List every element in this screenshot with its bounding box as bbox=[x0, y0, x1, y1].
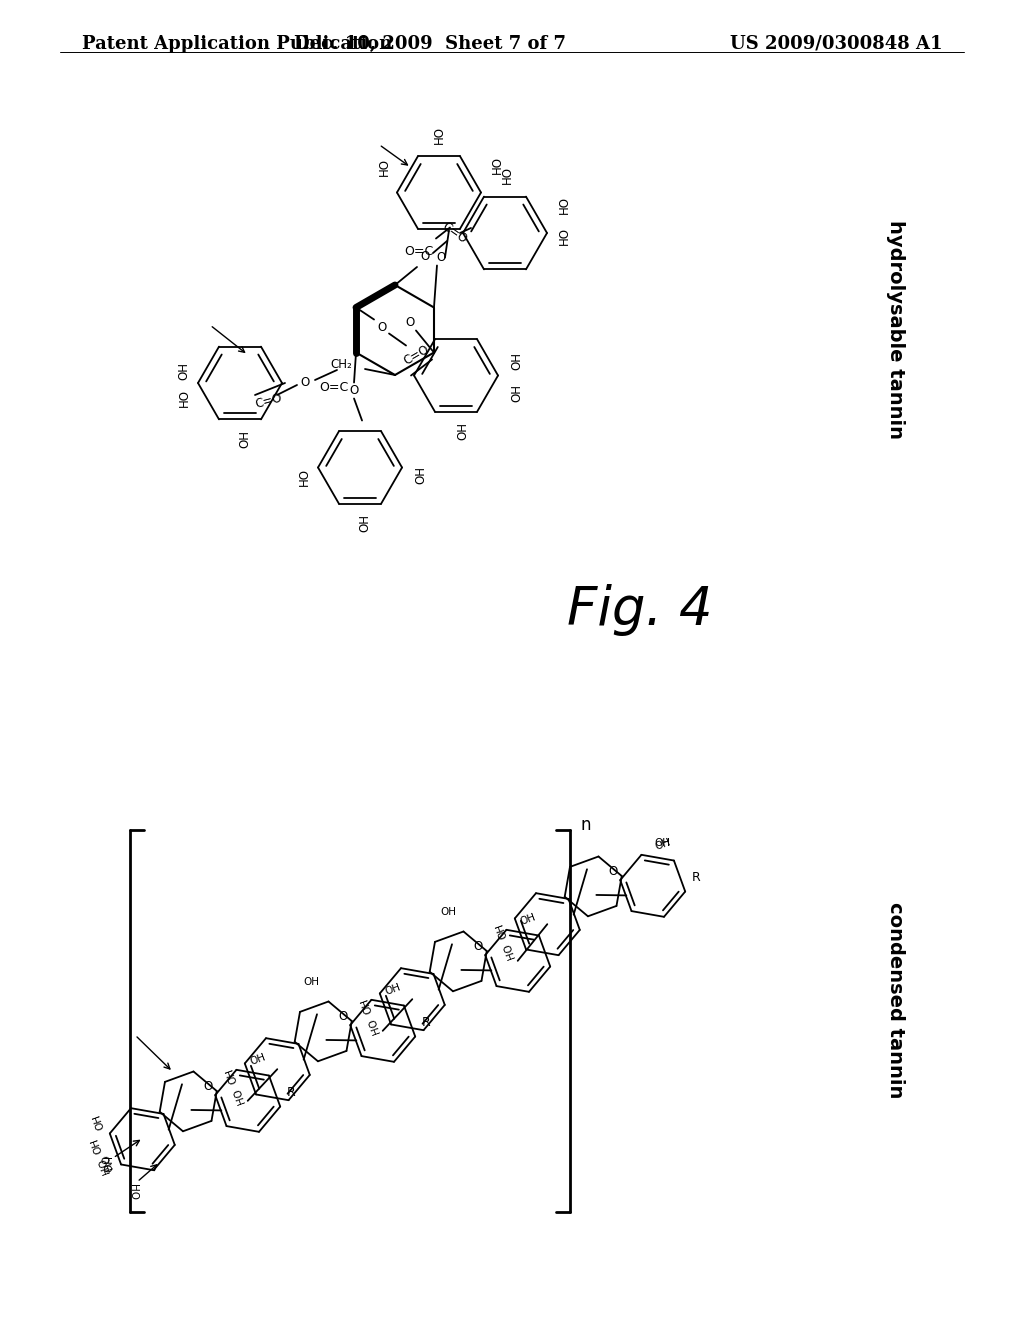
Text: CH₂: CH₂ bbox=[331, 359, 352, 371]
Text: O: O bbox=[378, 321, 387, 334]
Text: OH: OH bbox=[92, 1111, 106, 1130]
Text: OH: OH bbox=[495, 921, 510, 940]
Text: C=O: C=O bbox=[254, 391, 284, 411]
Text: R: R bbox=[287, 1086, 295, 1100]
Text: O: O bbox=[300, 376, 309, 389]
Text: R: R bbox=[421, 1016, 430, 1030]
Text: HO: HO bbox=[501, 166, 513, 183]
Text: HO: HO bbox=[368, 1016, 382, 1035]
Text: O: O bbox=[349, 384, 358, 397]
Text: C=O: C=O bbox=[401, 343, 431, 368]
Text: OH: OH bbox=[555, 198, 567, 216]
Text: HO: HO bbox=[452, 425, 465, 442]
Text: OH: OH bbox=[440, 907, 457, 917]
Text: OH: OH bbox=[177, 362, 190, 380]
Text: US 2009/0300848 A1: US 2009/0300848 A1 bbox=[729, 36, 942, 53]
Text: HO: HO bbox=[298, 469, 310, 487]
Text: OH: OH bbox=[90, 1137, 104, 1155]
Text: HO: HO bbox=[128, 1184, 138, 1200]
Text: OH: OH bbox=[383, 982, 401, 997]
Text: HO: HO bbox=[232, 1086, 247, 1105]
Text: OH: OH bbox=[225, 1067, 240, 1085]
Text: O: O bbox=[436, 251, 445, 264]
Text: HO: HO bbox=[97, 1156, 112, 1175]
Text: hydrolysable tannin: hydrolysable tannin bbox=[886, 220, 904, 440]
Text: HO: HO bbox=[353, 516, 367, 535]
Text: O: O bbox=[421, 251, 430, 264]
Text: HO: HO bbox=[100, 1152, 116, 1171]
Text: OH: OH bbox=[487, 158, 501, 177]
Text: O=C: O=C bbox=[319, 381, 348, 393]
Text: condensed tannin: condensed tannin bbox=[886, 902, 904, 1098]
Text: HO: HO bbox=[233, 432, 247, 450]
Text: O: O bbox=[406, 315, 415, 329]
Text: OH: OH bbox=[249, 1052, 267, 1068]
Text: OH: OH bbox=[653, 837, 672, 853]
Text: HO: HO bbox=[502, 941, 517, 960]
Text: OH: OH bbox=[654, 838, 671, 847]
Text: OH: OH bbox=[555, 228, 567, 247]
Text: Fig. 4: Fig. 4 bbox=[567, 583, 713, 636]
Text: OH: OH bbox=[359, 997, 375, 1015]
Text: OH: OH bbox=[303, 977, 319, 987]
Text: O: O bbox=[474, 940, 483, 953]
Text: O=C: O=C bbox=[404, 246, 433, 257]
Text: OH: OH bbox=[518, 912, 537, 927]
Text: Patent Application Publication: Patent Application Publication bbox=[82, 36, 392, 53]
Text: O: O bbox=[339, 1010, 348, 1023]
Text: HO: HO bbox=[432, 125, 445, 144]
Text: HO: HO bbox=[378, 158, 390, 177]
Text: HO: HO bbox=[506, 355, 518, 372]
Text: HO: HO bbox=[410, 469, 423, 487]
Text: O: O bbox=[608, 865, 617, 878]
Text: R: R bbox=[691, 871, 700, 884]
Text: HO: HO bbox=[177, 389, 190, 407]
Text: Dec. 10, 2009  Sheet 7 of 7: Dec. 10, 2009 Sheet 7 of 7 bbox=[294, 36, 566, 53]
Text: C=O: C=O bbox=[440, 220, 470, 246]
Text: O: O bbox=[204, 1080, 213, 1093]
Text: HO: HO bbox=[100, 1158, 110, 1173]
Text: HO: HO bbox=[506, 387, 518, 404]
Text: n: n bbox=[581, 816, 591, 834]
